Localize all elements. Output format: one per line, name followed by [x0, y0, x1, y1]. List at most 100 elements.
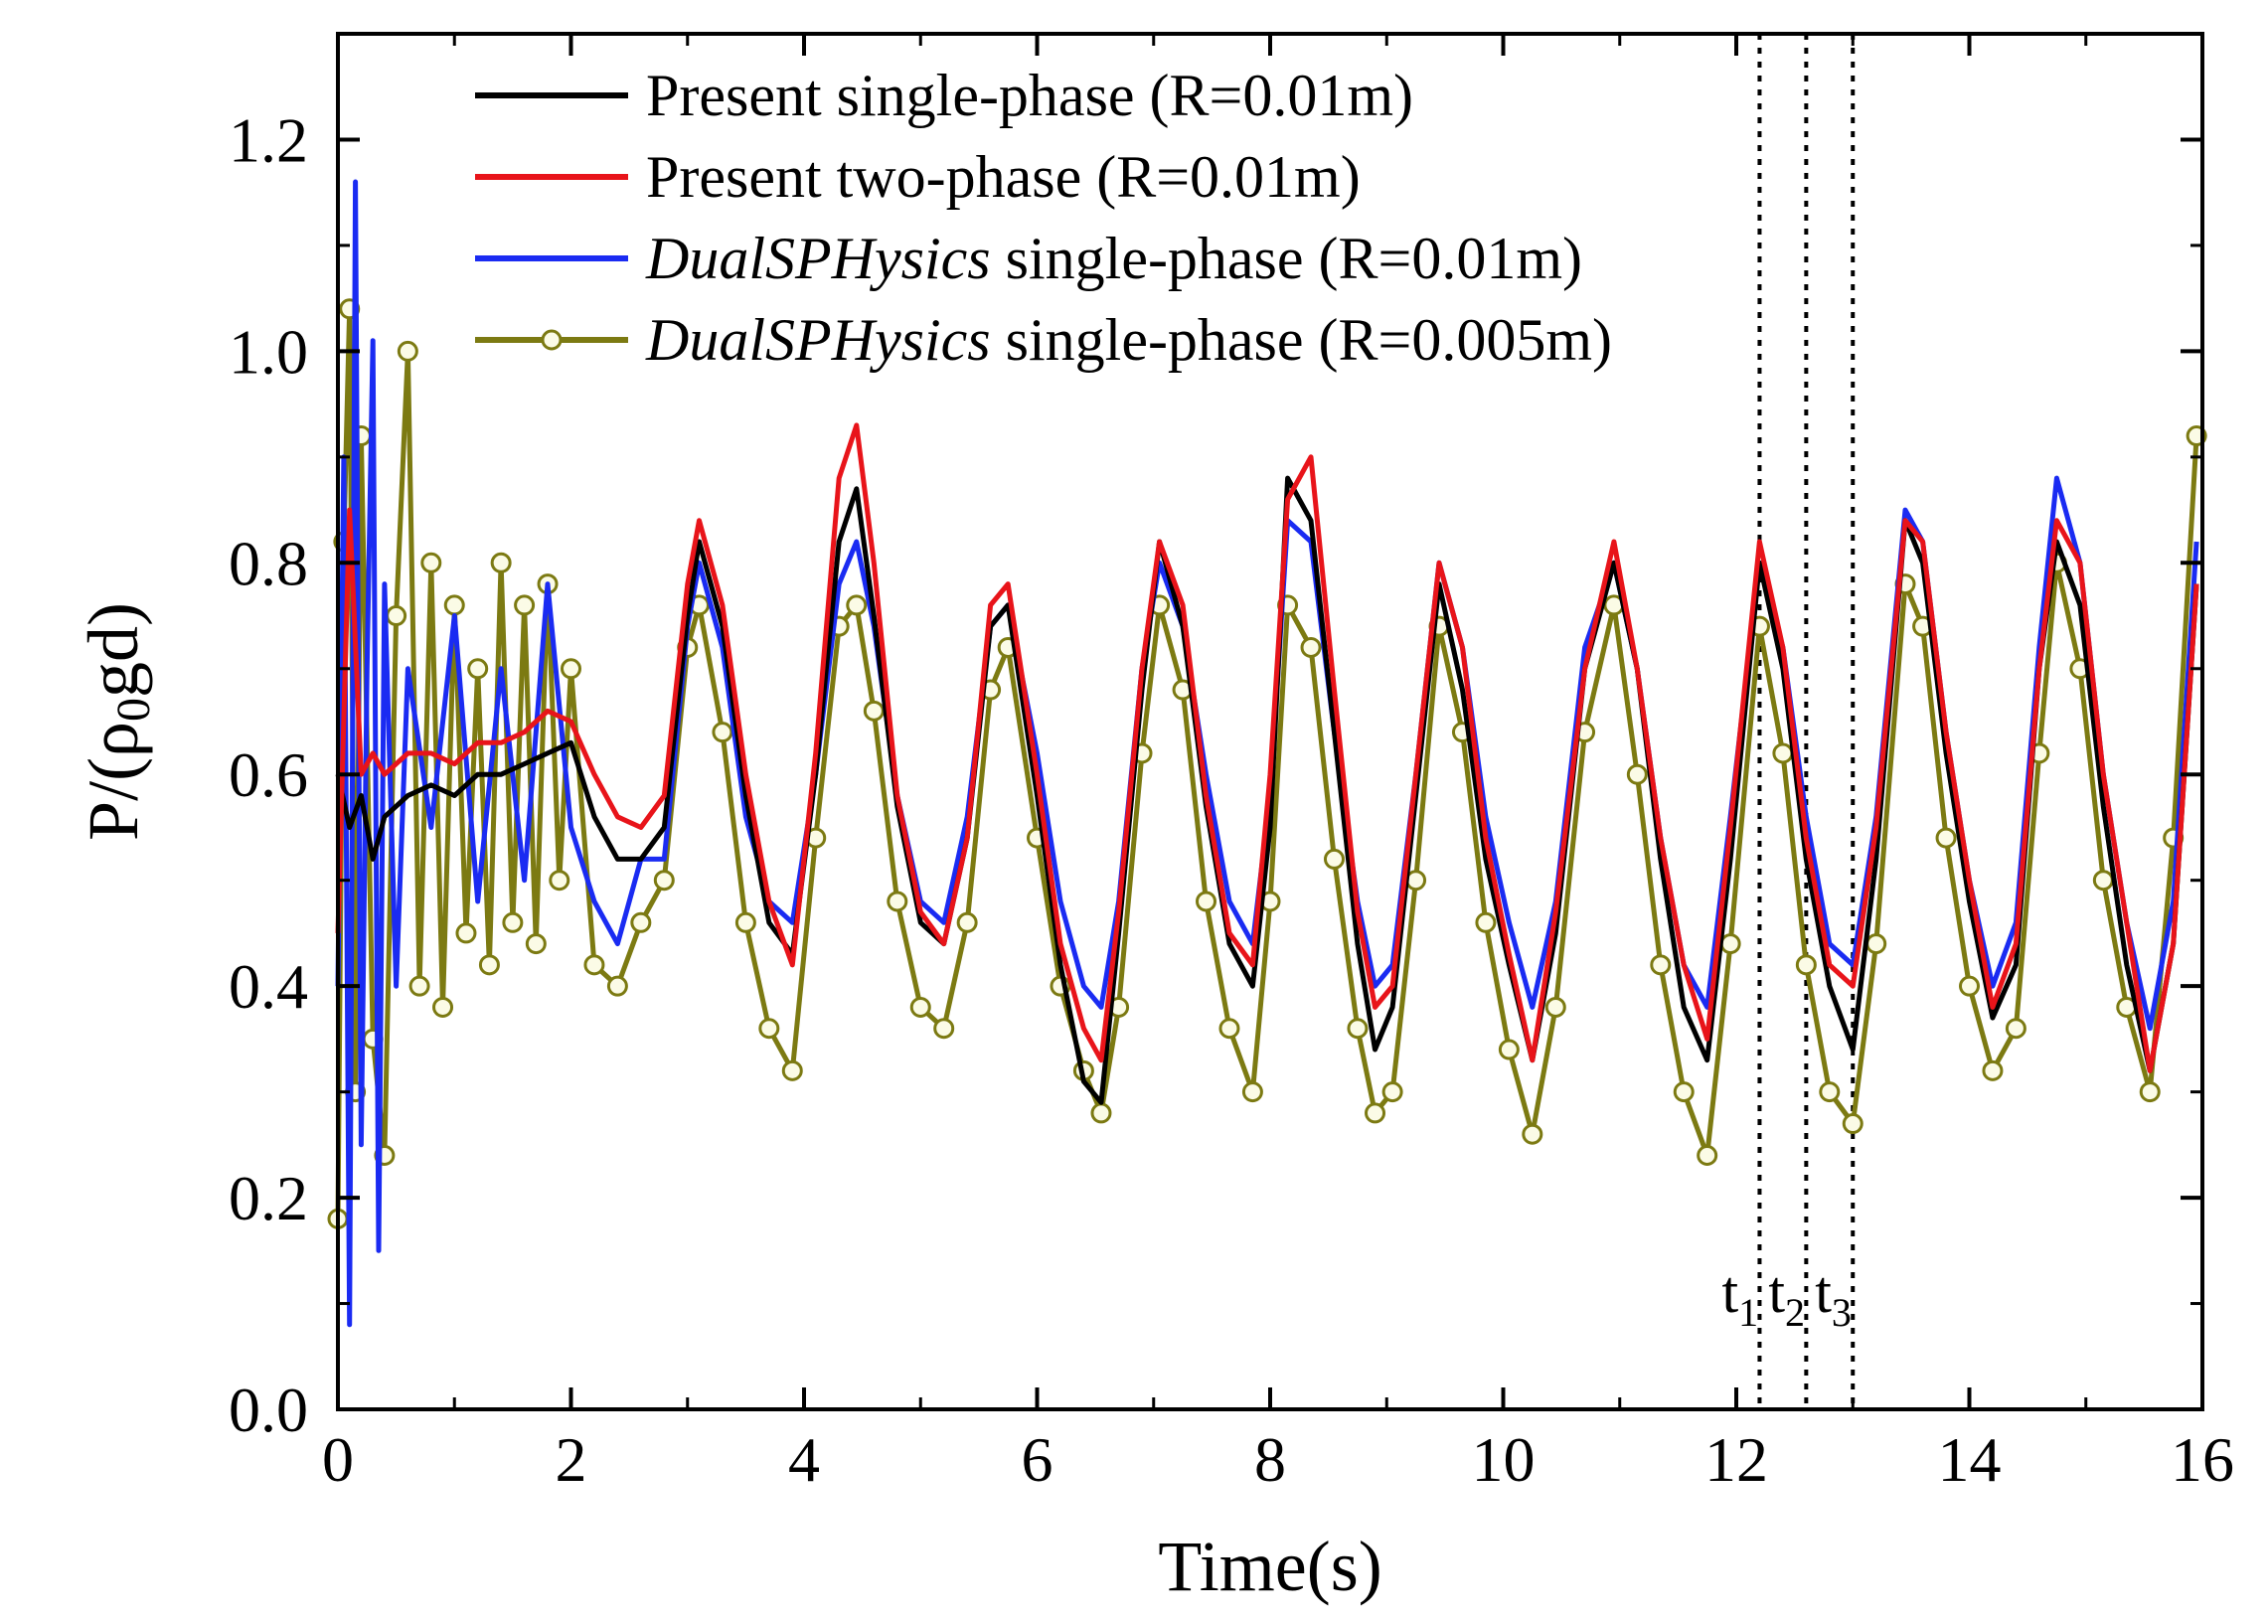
data-point [490, 552, 512, 573]
data-point [420, 552, 442, 573]
time-marker-label-t1: t1 [1721, 1259, 1758, 1335]
legend-label-italic: DualSPHysics [645, 307, 991, 373]
data-point [846, 594, 868, 616]
x-axis: 0 2 4 6 8 10 12 14 16 [322, 34, 2234, 1495]
data-point [1544, 996, 1566, 1018]
data-point [1090, 1102, 1112, 1124]
x-tick-label: 4 [788, 1424, 820, 1495]
data-point [1842, 1113, 1863, 1135]
data-point [1795, 954, 1817, 976]
time-marker-labels: t1 t2 t3 [1721, 1259, 1851, 1335]
data-point [1300, 636, 1322, 658]
data-point [386, 605, 407, 627]
y-tick-label: 0.0 [229, 1375, 308, 1445]
data-point [1241, 1081, 1263, 1103]
time-marker-sub: 2 [1785, 1290, 1805, 1335]
legend-label: DualSPHysics single-phase (R=0.005m) [645, 307, 1612, 373]
data-point [933, 1018, 955, 1040]
data-point [1347, 1018, 1369, 1040]
data-point [514, 594, 536, 616]
y-tick-label: 0.6 [229, 739, 308, 810]
time-marker-base: t [1721, 1259, 1738, 1325]
y-axis-title-end: gd) [74, 602, 153, 698]
data-point [1196, 891, 1217, 912]
data-point [1865, 933, 1887, 955]
series-line [335, 422, 2199, 1073]
data-point [781, 1059, 803, 1081]
x-tick-label: 0 [322, 1424, 354, 1495]
data-point [455, 922, 477, 944]
y-axis-title-sub: 0 [107, 698, 160, 722]
time-marker-base: t [1768, 1259, 1785, 1325]
series-line [335, 179, 2199, 1328]
data-point [653, 870, 675, 892]
data-point [1323, 848, 1345, 870]
data-point [758, 1018, 780, 1040]
series-1 [335, 422, 2199, 1073]
y-tick-label: 1.2 [229, 104, 308, 175]
data-point [956, 911, 978, 933]
data-point [1719, 933, 1741, 955]
data-point [1522, 1123, 1543, 1145]
data-point [478, 954, 500, 976]
legend-label: Present single-phase (R=0.01m) [646, 63, 1413, 128]
data-point [2092, 870, 2114, 892]
data-point [1381, 1081, 1403, 1103]
time-marker-label-t3: t3 [1815, 1259, 1852, 1335]
data-point [583, 954, 605, 976]
data-point [1650, 954, 1672, 976]
data-point [561, 658, 581, 680]
y-tick-label: 0.2 [229, 1163, 308, 1233]
data-point [606, 975, 628, 997]
time-marker-base: t [1815, 1259, 1832, 1325]
x-tick-label: 14 [1938, 1424, 2002, 1495]
data-point [1673, 1081, 1695, 1103]
time-marker-sub: 1 [1738, 1290, 1758, 1335]
y-axis: 0.0 0.2 0.4 0.6 0.8 1.0 1.2 [229, 104, 2202, 1445]
x-tick-label: 12 [1704, 1424, 1768, 1495]
x-tick-label: 16 [2171, 1424, 2234, 1495]
data-point [1365, 1102, 1386, 1124]
plot-series [327, 179, 2207, 1328]
legend-label: Present two-phase (R=0.01m) [646, 144, 1361, 210]
data-point [1772, 742, 1794, 764]
data-point [734, 911, 756, 933]
data-point [909, 996, 931, 1018]
x-tick-label: 10 [1472, 1424, 1536, 1495]
data-point [525, 933, 547, 955]
series-2 [335, 179, 2199, 1328]
y-tick-label: 1.0 [229, 316, 308, 387]
time-marker-sub: 3 [1832, 1290, 1852, 1335]
time-marker-lines [1757, 34, 1856, 1409]
data-point [397, 340, 418, 362]
legend-label-text: single-phase (R=0.01m) [991, 226, 1582, 291]
data-point [432, 996, 454, 1018]
y-axis-title-main: P/(ρ [74, 722, 153, 841]
legend-label: DualSPHysics single-phase (R=0.01m) [645, 226, 1582, 291]
data-point [1697, 1144, 1718, 1166]
x-tick-label: 2 [556, 1424, 587, 1495]
data-point [467, 658, 489, 680]
data-point [1959, 975, 1980, 997]
data-point [408, 975, 430, 997]
y-tick-label: 0.4 [229, 951, 308, 1022]
data-point [502, 911, 524, 933]
y-tick-label: 0.8 [229, 528, 308, 598]
data-point [2139, 1081, 2161, 1103]
legend-label-text: Present two-phase (R=0.01m) [646, 144, 1361, 210]
data-point [712, 722, 733, 743]
data-point [1626, 763, 1648, 785]
legend-label-text: single-phase (R=0.005m) [991, 307, 1612, 373]
series-0 [335, 475, 2199, 1105]
time-marker-label-t2: t2 [1768, 1259, 1805, 1335]
data-point [1498, 1039, 1520, 1060]
data-point [1218, 1018, 1240, 1040]
data-point [1982, 1059, 2004, 1081]
legend-label-text: Present single-phase (R=0.01m) [646, 63, 1413, 128]
series-line [335, 475, 2199, 1105]
data-point [863, 700, 885, 722]
data-point [887, 891, 908, 912]
data-point [1475, 911, 1497, 933]
data-point [443, 594, 465, 616]
